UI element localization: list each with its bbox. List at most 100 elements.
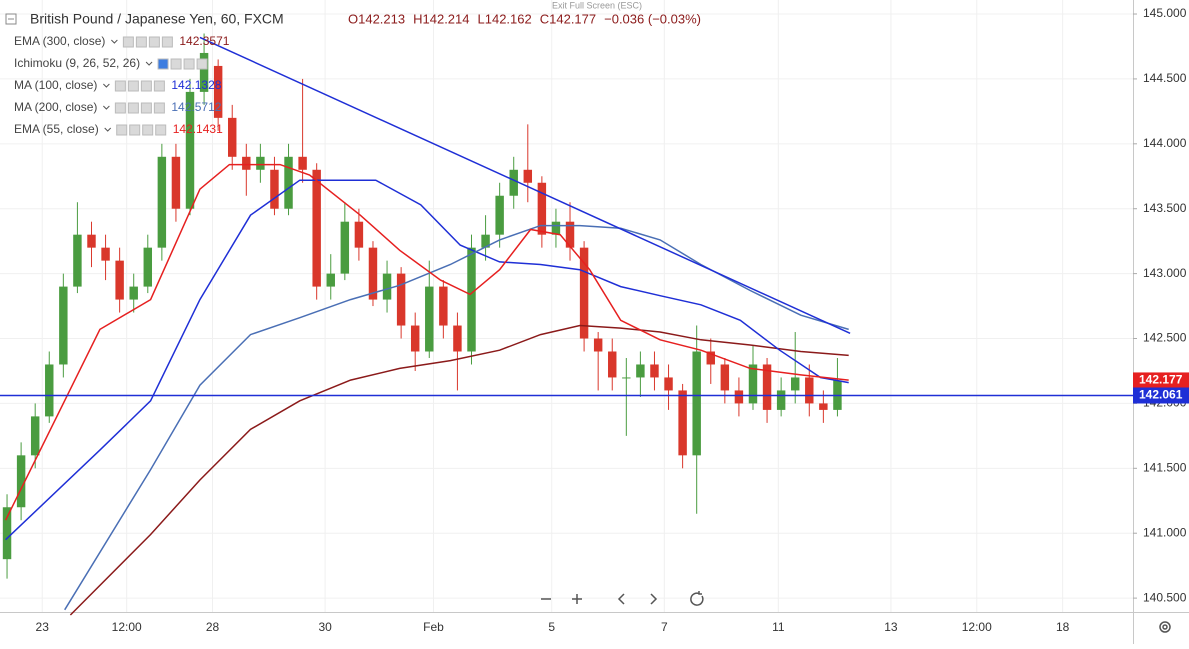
trendline — [199, 36, 851, 334]
candle-body — [805, 377, 814, 404]
candle-body — [636, 364, 645, 378]
x-tick-label: 13 — [884, 620, 898, 634]
ohlc-value: L142.162 — [478, 11, 532, 26]
legend-chevron — [103, 105, 110, 110]
candle-body — [87, 234, 96, 248]
candle-body — [706, 351, 715, 365]
y-tick-label: 142.500 — [1143, 331, 1187, 345]
y-tick-label: 141.500 — [1143, 460, 1187, 474]
exit-fullscreen[interactable]: Exit Full Screen (ESC) — [552, 0, 642, 10]
y-tick-label: 141.000 — [1143, 525, 1187, 539]
legend-value: 142.3571 — [179, 34, 229, 48]
legend-button[interactable] — [155, 124, 167, 136]
collapse-icon[interactable] — [5, 13, 17, 25]
candle-body — [59, 286, 68, 365]
legend-button[interactable] — [122, 36, 134, 48]
x-tick-label: 23 — [36, 620, 50, 634]
legend-button[interactable] — [153, 102, 165, 114]
legend-button[interactable] — [148, 36, 160, 48]
legend-button[interactable] — [114, 80, 126, 92]
candle-body — [143, 247, 153, 287]
legend-button[interactable] — [135, 36, 147, 48]
legend-value: 142.1431 — [173, 122, 223, 136]
candle-body — [678, 390, 687, 456]
settings-hub — [1162, 624, 1168, 630]
scroll-left[interactable] — [617, 593, 625, 605]
candle-body — [790, 377, 800, 391]
legend-button[interactable] — [127, 80, 139, 92]
legend-button[interactable] — [153, 80, 165, 92]
legend-button[interactable] — [114, 102, 126, 114]
legend-name[interactable]: MA (200, close) — [14, 100, 97, 114]
candle-body — [199, 52, 209, 92]
legend-chevron — [111, 39, 118, 44]
candle-body — [579, 247, 589, 339]
legend-button[interactable] — [142, 124, 154, 136]
reset[interactable] — [690, 591, 704, 606]
price-tag-label: 142.177 — [1139, 373, 1183, 387]
candle-body — [396, 273, 406, 326]
legend-value: 142.5712 — [171, 100, 221, 114]
y-tick-label: 145.000 — [1143, 6, 1187, 20]
candle-body — [495, 195, 504, 235]
candle-body — [340, 221, 350, 274]
legend-name[interactable]: Ichimoku (9, 26, 52, 26) — [14, 56, 140, 70]
candle-body — [213, 65, 223, 118]
candle-body — [284, 156, 293, 209]
y-tick-label: 140.500 — [1143, 590, 1187, 604]
candle-body — [664, 377, 673, 391]
candle-body — [354, 221, 364, 248]
overlay: 140.500141.000141.500142.000142.500143.0… — [36, 6, 1189, 634]
y-tick-label: 143.000 — [1143, 266, 1187, 280]
x-tick-label: 18 — [1056, 620, 1070, 634]
legend-chevron — [145, 61, 153, 66]
legend-button[interactable] — [129, 124, 141, 136]
indicator-line — [5, 179, 849, 541]
candle-body — [30, 416, 40, 456]
legend-button[interactable] — [140, 102, 152, 114]
candle-body — [537, 182, 547, 235]
legend-button[interactable] — [170, 58, 182, 70]
candle-body — [819, 403, 828, 410]
candle-body — [523, 169, 533, 183]
legend-button[interactable] — [196, 58, 208, 70]
legend-button[interactable] — [161, 36, 173, 48]
candle-body — [453, 325, 462, 352]
legend-name[interactable]: EMA (300, close) — [14, 34, 105, 48]
legend-button[interactable] — [183, 58, 195, 70]
candle-body — [185, 91, 195, 209]
candle-body — [608, 351, 617, 378]
legend-name[interactable]: EMA (55, close) — [14, 122, 99, 136]
candle-body — [481, 234, 490, 248]
candle-body — [650, 364, 659, 378]
candle-body — [129, 286, 138, 300]
legend-button[interactable] — [157, 58, 169, 70]
settings[interactable] — [1159, 621, 1171, 633]
candle-body — [467, 247, 476, 352]
x-tick-label: Feb — [423, 620, 444, 634]
legend-button[interactable] — [127, 102, 139, 114]
candle-body — [692, 351, 701, 456]
candle-body — [16, 455, 26, 508]
candle-body — [2, 507, 12, 560]
x-tick-label: 11 — [772, 620, 785, 634]
x-tick-label: 28 — [206, 620, 220, 634]
legend-button[interactable] — [116, 124, 128, 136]
candle-body — [748, 364, 758, 404]
zoom-in[interactable] — [572, 594, 582, 604]
candle-body — [734, 390, 744, 404]
legend-name[interactable]: MA (100, close) — [14, 78, 97, 92]
candle-body — [326, 273, 335, 287]
scroll-right[interactable] — [650, 593, 658, 605]
ohlc-value: H142.214 — [413, 11, 469, 26]
legend-chevron — [103, 83, 110, 88]
candle-body — [622, 377, 631, 379]
candle-body — [382, 273, 392, 300]
x-tick-label: 12:00 — [112, 620, 142, 634]
legend-button[interactable] — [140, 80, 152, 92]
x-tick-label: 5 — [548, 620, 555, 634]
candle-body — [551, 221, 561, 235]
candle-body — [73, 234, 82, 287]
